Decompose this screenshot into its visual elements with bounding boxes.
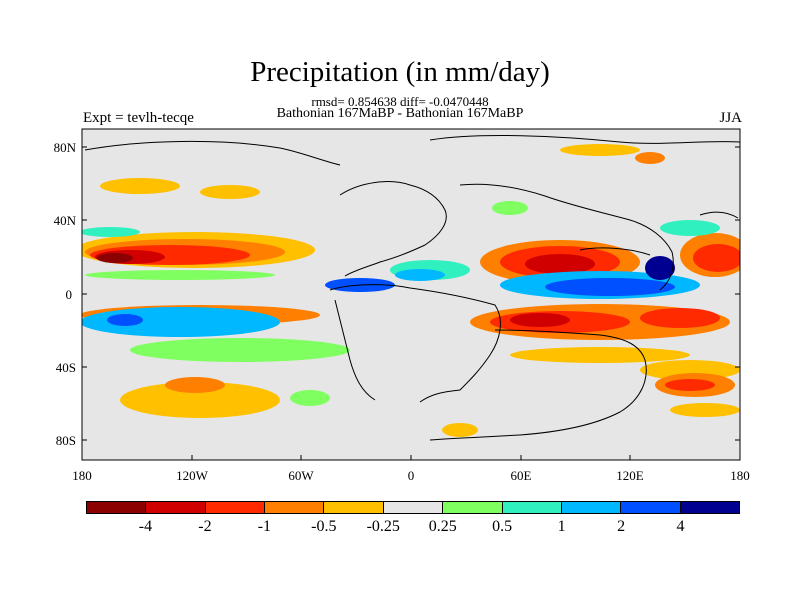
coastline	[429, 135, 740, 144]
field-patch	[492, 201, 528, 215]
lat-tick-label: 40S	[56, 360, 76, 375]
colorbar	[86, 501, 740, 514]
field-patch	[82, 227, 140, 237]
coastline	[699, 211, 739, 219]
lat-tick-label: 0	[66, 287, 73, 302]
lat-tick-label: 40N	[54, 213, 77, 228]
field-patch	[665, 379, 715, 391]
lon-tick-label: 120E	[616, 468, 644, 483]
colorbar-swatch	[383, 502, 444, 513]
colorbar-label: -0.25	[366, 518, 400, 535]
field-patch	[100, 178, 180, 194]
coastline	[459, 183, 674, 291]
lon-tick-label: 60W	[288, 468, 314, 483]
coastline	[334, 299, 376, 401]
coastline	[429, 329, 647, 441]
colorbar-label: -4	[138, 518, 153, 535]
precip-anomaly-fields	[82, 144, 740, 437]
colorbar-swatch	[443, 502, 503, 513]
colorbar-label: -0.5	[311, 518, 337, 535]
plot-title: Precipitation (in mm/day)	[250, 56, 550, 88]
field-patch	[165, 377, 225, 393]
colorbar-swatch	[324, 502, 384, 513]
lon-tick-label: 0	[408, 468, 415, 483]
field-patch	[525, 254, 595, 274]
plot-subtitle: Bathonian 167MaBP - Bathonian 167MaBP	[276, 106, 524, 121]
field-patch	[107, 314, 143, 326]
stats-line: rmsd= 0.854638 diff= -0.0470448	[311, 94, 489, 109]
field-patch	[395, 269, 445, 281]
colorbar-label: -2	[198, 518, 212, 535]
field-patch	[545, 278, 675, 296]
colorbar-label: 1	[557, 518, 566, 535]
colorbar-label: 0.5	[492, 518, 513, 535]
coastline	[329, 284, 501, 403]
colorbar-swatch	[502, 502, 562, 513]
lon-tick-label: 180	[730, 468, 750, 483]
colorbar-label: 0.25	[428, 518, 457, 535]
colorbar-label: 4	[676, 518, 685, 535]
lon-tick-label: 120W	[176, 468, 209, 483]
field-patch	[442, 423, 478, 437]
colorbar-swatch	[561, 502, 622, 513]
colorbar-label: -1	[257, 518, 272, 535]
colorbar-swatch	[265, 502, 325, 513]
field-patch	[510, 313, 570, 327]
colorbar-label: 2	[617, 518, 626, 535]
colorbar-swatch	[680, 502, 739, 513]
colorbar-swatch	[205, 502, 266, 513]
coastline	[84, 140, 341, 166]
field-patch	[635, 152, 665, 164]
coastlines	[84, 135, 740, 441]
lat-ticks	[82, 146, 740, 441]
field-patch	[130, 338, 350, 362]
field-patch	[97, 253, 133, 263]
field-patch	[640, 308, 720, 328]
season-label: JJA	[719, 110, 742, 126]
colorbar-swatch	[87, 502, 147, 513]
lon-tick-label: 180	[72, 468, 92, 483]
field-patch	[660, 220, 720, 236]
field-patch	[670, 403, 740, 417]
field-patch	[200, 185, 260, 199]
experiment-label: Expt = tevlh-tecqe	[83, 110, 194, 126]
coastline	[339, 181, 447, 277]
colorbar-swatch	[146, 502, 206, 513]
lon-tick-label: 60E	[511, 468, 532, 483]
field-patch	[120, 382, 280, 418]
lat-tick-label: 80S	[56, 433, 76, 448]
field-patch	[85, 270, 275, 280]
field-patch	[560, 144, 640, 156]
lat-tick-label: 80N	[54, 140, 77, 155]
field-patch	[645, 256, 675, 280]
lon-ticks	[81, 455, 741, 460]
field-patch	[290, 390, 330, 406]
colorbar-swatch	[621, 502, 681, 513]
field-patch	[693, 244, 740, 272]
coastline	[579, 247, 651, 256]
field-patch	[510, 347, 690, 363]
